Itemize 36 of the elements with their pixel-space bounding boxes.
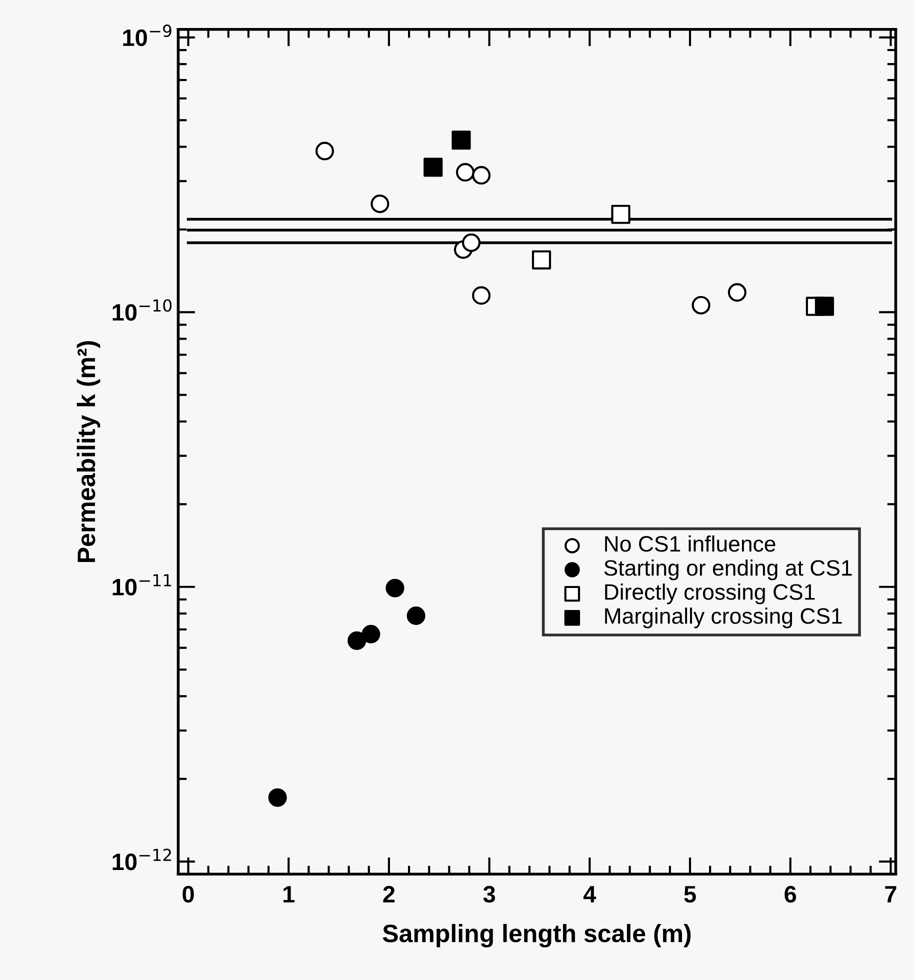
point bbox=[472, 286, 491, 305]
x-tick-label: 3 bbox=[483, 886, 496, 903]
point bbox=[728, 283, 746, 302]
y-tick-label: 10$^{−10}$ bbox=[112, 299, 172, 321]
x-tick-label: 0 bbox=[182, 886, 194, 903]
point bbox=[348, 631, 366, 650]
point bbox=[814, 296, 834, 316]
point bbox=[386, 578, 404, 598]
point bbox=[532, 250, 552, 270]
x-tick-label: 2 bbox=[383, 886, 395, 902]
legend-label: Marginally crossing CS1 bbox=[605, 608, 842, 628]
point bbox=[424, 158, 443, 177]
y-tick-label: 10$^{−12}$ bbox=[112, 848, 171, 870]
point bbox=[611, 204, 630, 224]
point bbox=[452, 130, 471, 150]
point bbox=[692, 296, 710, 314]
y-axis-title: Permeability k (m²) bbox=[76, 341, 100, 562]
point bbox=[315, 142, 334, 160]
x-tick-label: 4 bbox=[583, 886, 596, 902]
legend-label: Directly crossing CS1 bbox=[605, 584, 815, 604]
point bbox=[406, 606, 426, 626]
y-tick-label: 10$^{−11}$ bbox=[112, 574, 172, 596]
x-tick-label: 5 bbox=[684, 886, 696, 903]
legend-label: No CS1 influence bbox=[605, 535, 776, 552]
point bbox=[456, 163, 474, 182]
point bbox=[268, 788, 287, 807]
point bbox=[462, 233, 481, 252]
x-tick-label: 7 bbox=[885, 886, 896, 902]
point bbox=[472, 166, 491, 185]
y-tick-label: 10$^{−9}$ bbox=[123, 24, 172, 46]
point bbox=[362, 624, 380, 644]
x-axis-title: Sampling length scale (m) bbox=[382, 924, 691, 948]
legend-label: Starting or ending at CS1 bbox=[604, 559, 852, 580]
point bbox=[370, 194, 390, 214]
x-tick-label: 6 bbox=[784, 886, 796, 903]
x-tick-label: 1 bbox=[284, 886, 295, 902]
